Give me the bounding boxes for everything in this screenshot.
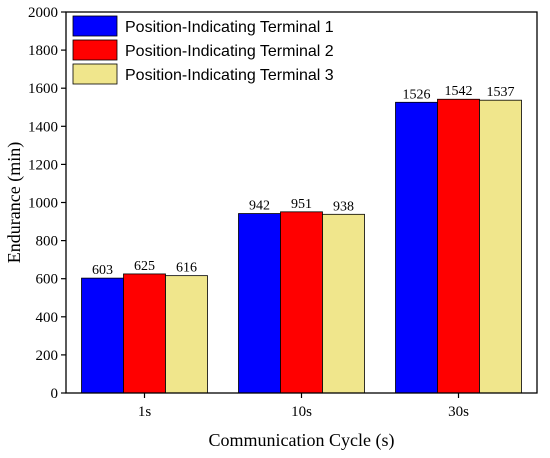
legend-swatch xyxy=(72,39,118,61)
bar xyxy=(280,211,323,394)
y-tick-label: 200 xyxy=(36,348,59,364)
bar-value-label: 1537 xyxy=(487,85,515,100)
y-tick-label: 1200 xyxy=(28,157,58,173)
bar-value-label: 942 xyxy=(249,199,270,214)
bar-value-label: 1526 xyxy=(403,87,431,102)
legend-swatch xyxy=(72,15,118,37)
bar xyxy=(479,99,522,394)
bar-value-label: 938 xyxy=(333,199,354,214)
bar xyxy=(238,213,281,394)
y-tick-label: 400 xyxy=(36,310,59,326)
bar xyxy=(81,277,124,394)
x-tick-label: 30s xyxy=(448,404,469,420)
bar-value-label: 951 xyxy=(291,197,312,212)
bar xyxy=(165,275,208,394)
y-tick-label: 1400 xyxy=(28,119,58,135)
bar xyxy=(123,273,166,394)
y-tick-label: 800 xyxy=(36,234,59,250)
y-tick-label: 1000 xyxy=(28,196,58,212)
legend-label: Position-Indicating Terminal 1 xyxy=(125,19,334,36)
legend: Position-Indicating Terminal 1 Position-I… xyxy=(72,15,334,85)
y-axis-title: Endurance (min) xyxy=(4,142,25,263)
bar-value-label: 625 xyxy=(134,259,155,274)
y-tick-label: 2000 xyxy=(28,5,58,21)
bar xyxy=(322,213,365,394)
y-tick-label: 0 xyxy=(51,386,59,402)
legend-label: Position-Indicating Terminal 3 xyxy=(125,67,334,84)
bar xyxy=(437,98,480,394)
y-tick-label: 1800 xyxy=(28,43,58,59)
x-tick-label: 10s xyxy=(291,404,312,420)
bar xyxy=(395,101,438,394)
bars-layer xyxy=(81,98,522,394)
legend-swatch xyxy=(72,63,118,85)
bar-value-label: 1542 xyxy=(445,84,473,99)
x-axis-title: Communication Cycle (s) xyxy=(209,430,395,451)
x-tick-label: 1s xyxy=(138,404,152,420)
y-tick-label: 600 xyxy=(36,272,59,288)
y-tick-label: 1600 xyxy=(28,81,58,97)
y-axis-ticks: 0 200 400 600 800 1000 1200 1400 1600 1800 2000 xyxy=(28,5,66,402)
data-labels-layer: 603 625 616 942 951 938 1526 1542 1537 xyxy=(92,84,515,278)
bar-value-label: 603 xyxy=(92,263,113,278)
bar-value-label: 616 xyxy=(176,261,197,276)
legend-label: Position-Indicating Terminal 2 xyxy=(125,43,334,60)
x-axis-ticks: 1s 10s 30s xyxy=(138,393,469,420)
